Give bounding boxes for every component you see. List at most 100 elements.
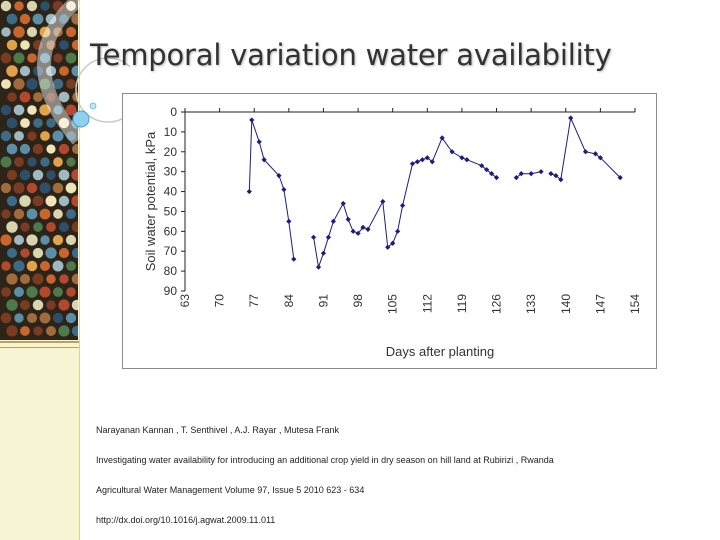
data-point bbox=[256, 139, 262, 145]
data-point bbox=[597, 155, 603, 161]
data-point bbox=[582, 149, 589, 155]
mosaic-dot bbox=[40, 157, 50, 167]
series-line-segment bbox=[515, 171, 542, 178]
mosaic-dot bbox=[19, 169, 31, 181]
mosaic-dot bbox=[66, 209, 76, 219]
data-point bbox=[553, 173, 559, 179]
mosaic-dot bbox=[66, 261, 76, 271]
mosaic-dot bbox=[19, 299, 31, 311]
data-point bbox=[617, 175, 623, 181]
reference-title: Investigating water availability for int… bbox=[96, 455, 554, 465]
reference-journal[interactable]: Agricultural Water Management Volume 97,… bbox=[96, 485, 365, 495]
mosaic-dot bbox=[20, 248, 30, 258]
data-point bbox=[380, 198, 386, 205]
data-point bbox=[484, 167, 490, 173]
mosaic-dot bbox=[58, 169, 70, 181]
mosaic-dot bbox=[13, 104, 25, 116]
data-point bbox=[281, 186, 287, 193]
mosaic-dot bbox=[33, 92, 43, 102]
mosaic-dot bbox=[39, 182, 51, 194]
mosaic-dot bbox=[59, 14, 69, 24]
mosaic-dot bbox=[58, 91, 70, 103]
mosaic-dot bbox=[71, 143, 78, 155]
mosaic-dot bbox=[65, 234, 77, 246]
mosaic-dot bbox=[19, 13, 31, 25]
mosaic-dot bbox=[13, 234, 25, 246]
mosaic-dot bbox=[27, 131, 37, 141]
mosaic-dot bbox=[26, 26, 38, 38]
data-point bbox=[399, 202, 406, 209]
data-point bbox=[568, 115, 574, 121]
x-tick-label: 105 bbox=[386, 294, 400, 314]
y-axis-title: Soil water potential, kPa bbox=[143, 131, 158, 271]
mosaic-dot bbox=[14, 131, 24, 141]
mosaic-dot bbox=[26, 182, 38, 194]
mosaic-dot bbox=[58, 195, 70, 207]
mosaic-dot bbox=[58, 117, 70, 129]
mosaic-dot bbox=[27, 157, 37, 167]
mosaic-dot bbox=[39, 78, 51, 90]
mosaic-dot bbox=[65, 104, 77, 116]
mosaic-dot bbox=[66, 1, 76, 11]
mosaic-dot bbox=[14, 157, 24, 167]
y-tick-label: 90 bbox=[164, 284, 178, 298]
mosaic-dot bbox=[65, 52, 77, 64]
mosaic-dot bbox=[26, 286, 38, 298]
x-tick-label: 140 bbox=[559, 294, 573, 314]
mosaic-dot bbox=[26, 0, 38, 12]
decorative-dot-mosaic bbox=[0, 0, 78, 340]
slide-title: Temporal variation water availability bbox=[90, 38, 612, 72]
mosaic-dot bbox=[46, 144, 56, 154]
mosaic-dot bbox=[7, 248, 17, 258]
mosaic-dot bbox=[0, 104, 12, 116]
mosaic-dot bbox=[71, 247, 78, 259]
x-tick-label: 98 bbox=[351, 294, 365, 308]
data-point bbox=[395, 228, 401, 234]
mosaic-dot bbox=[46, 170, 56, 180]
mosaic-dot bbox=[32, 13, 44, 25]
mosaic-dot bbox=[13, 182, 25, 194]
mosaic-dot bbox=[6, 143, 18, 155]
y-tick-label: 70 bbox=[164, 244, 178, 258]
x-axis-title: Days after planting bbox=[386, 344, 494, 359]
data-point bbox=[459, 155, 465, 161]
series-line-segment bbox=[313, 136, 497, 270]
mosaic-dot bbox=[19, 195, 31, 207]
mosaic-dot bbox=[71, 273, 78, 285]
mosaic-dot bbox=[65, 182, 77, 194]
bubble-large bbox=[72, 110, 90, 128]
data-point bbox=[291, 256, 297, 262]
series-line-segment bbox=[550, 116, 621, 181]
mosaic-dot bbox=[1, 261, 11, 271]
mosaic-dot bbox=[45, 247, 57, 259]
mosaic-dot bbox=[26, 234, 38, 246]
mosaic-dot bbox=[59, 40, 69, 50]
mosaic-dot bbox=[58, 143, 70, 155]
mosaic-dot bbox=[45, 325, 57, 337]
mosaic-dot bbox=[39, 286, 51, 298]
strip-border-line bbox=[79, 0, 80, 540]
mosaic-dot bbox=[32, 273, 44, 285]
data-point bbox=[493, 175, 500, 181]
mosaic-dot bbox=[6, 195, 18, 207]
mosaic-dot bbox=[71, 65, 78, 77]
decorative-arc bbox=[37, 0, 130, 145]
mosaic-canvas bbox=[0, 0, 78, 340]
y-tick-label: 60 bbox=[164, 224, 178, 238]
mosaic-dot bbox=[6, 39, 18, 51]
mosaic-dot bbox=[32, 195, 44, 207]
data-point bbox=[340, 200, 346, 207]
mosaic-dot bbox=[52, 312, 64, 324]
data-point bbox=[414, 159, 421, 165]
x-tick-label: 126 bbox=[490, 294, 504, 314]
mosaic-dot bbox=[0, 130, 12, 142]
data-point bbox=[449, 149, 455, 155]
reference-doi[interactable]: http://dx.doi.org/10.1016/j.agwat.2009.1… bbox=[96, 515, 276, 525]
mosaic-dot bbox=[20, 222, 30, 232]
x-tick-label: 91 bbox=[316, 294, 330, 308]
mosaic-dot bbox=[52, 130, 64, 142]
data-point bbox=[488, 171, 495, 177]
mosaic-dot bbox=[32, 39, 44, 51]
mosaic-dot bbox=[26, 260, 38, 272]
